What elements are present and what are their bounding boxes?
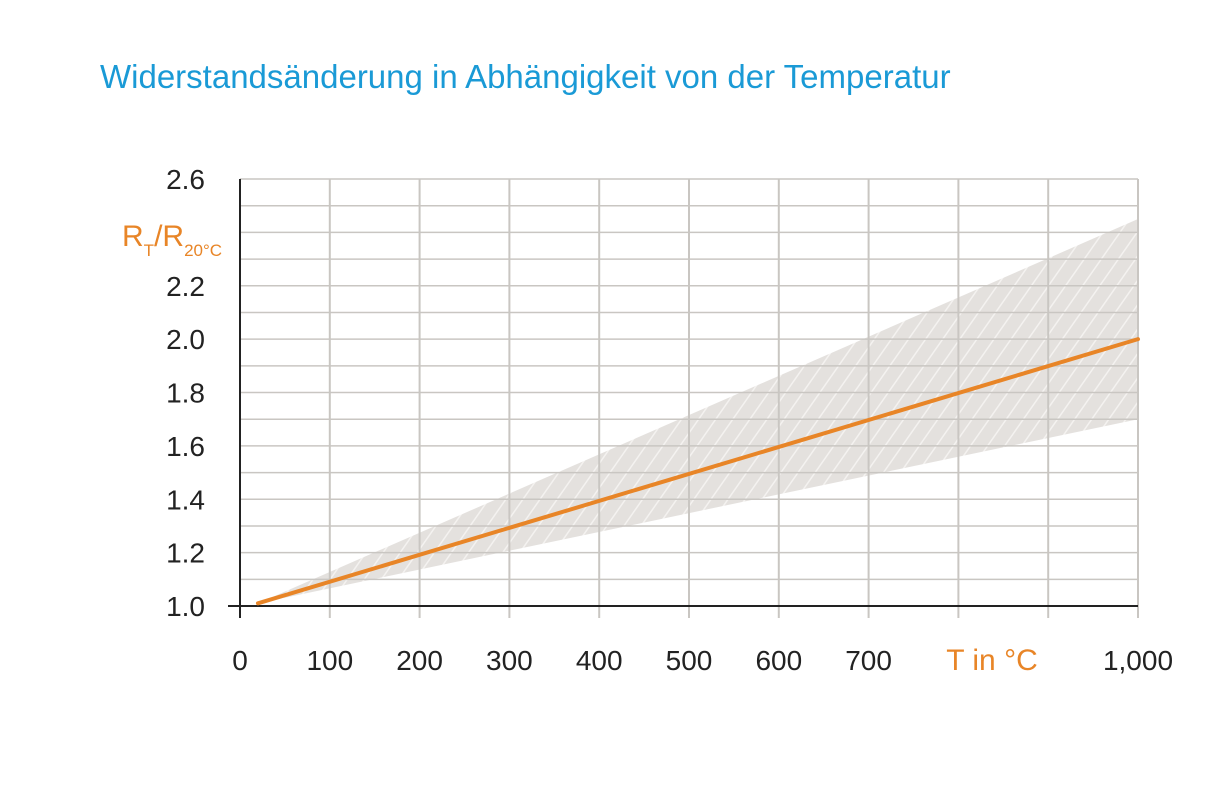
x-tick-label: 0 xyxy=(232,645,248,676)
chart-title: Widerstandsänderung in Abhängigkeit von … xyxy=(100,58,951,95)
x-tick-label: 1,000 xyxy=(1103,645,1173,676)
x-tick-label: 700 xyxy=(845,645,892,676)
y-tick-label: 1.8 xyxy=(166,378,205,409)
tolerance-band xyxy=(257,219,1139,604)
y-tick-label: 1.2 xyxy=(166,538,205,569)
x-tick-label: 600 xyxy=(755,645,802,676)
y-tick-label: 2.2 xyxy=(166,271,205,302)
y-tick-label: 2.6 xyxy=(166,164,205,195)
x-tick-label: 500 xyxy=(666,645,713,676)
x-axis-label: T in °C xyxy=(946,644,1037,677)
y-axis-label: RT/R20°C xyxy=(122,220,222,260)
x-tick-label: 400 xyxy=(576,645,623,676)
y-tick-label: 1.6 xyxy=(166,431,205,462)
y-tick-label: 1.4 xyxy=(166,484,205,515)
x-tick-label: 200 xyxy=(396,645,443,676)
x-tick-label: 300 xyxy=(486,645,533,676)
series-line xyxy=(255,337,1140,606)
x-tick-label: 100 xyxy=(306,645,353,676)
y-tick-label: 1.0 xyxy=(166,591,205,622)
y-tick-label: 2.0 xyxy=(166,324,205,355)
